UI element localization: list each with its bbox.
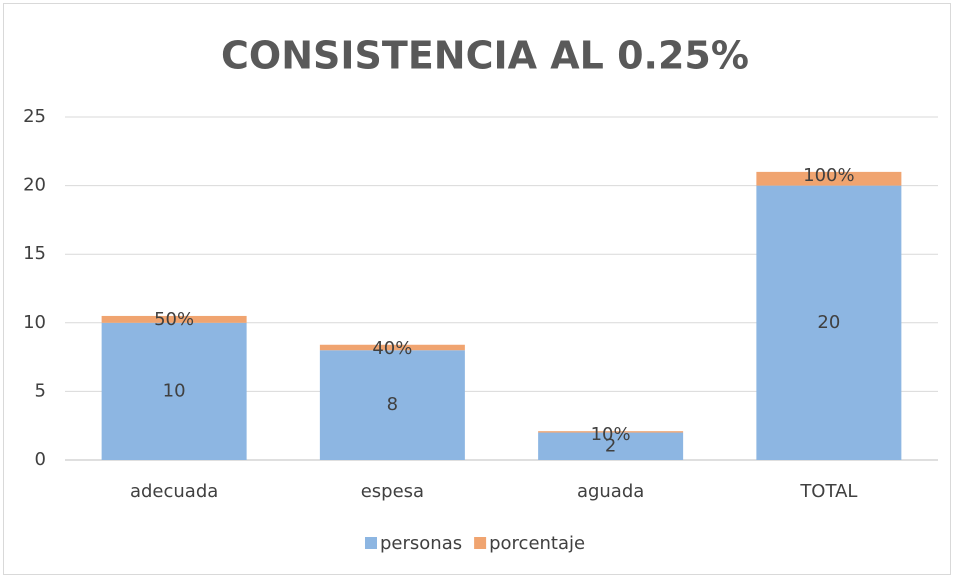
bar-segment (538, 431, 684, 433)
legend-swatch (365, 537, 377, 549)
legend-swatch (474, 537, 487, 549)
data-label: 50% (154, 309, 194, 330)
x-tick-label: TOTAL (799, 481, 857, 502)
data-label: 20 (817, 312, 840, 333)
x-tick-label: adecuada (130, 481, 218, 502)
x-tick-label: espesa (361, 481, 424, 502)
data-label: 100% (803, 165, 854, 186)
y-tick-label: 15 (23, 243, 46, 264)
bar-segment (101, 322, 247, 460)
y-tick-label: 20 (23, 175, 46, 196)
bar-segment (538, 432, 684, 460)
data-label: 2 (605, 435, 616, 456)
data-label: 8 (387, 394, 398, 415)
bar-segment (756, 171, 902, 186)
bar-segment (319, 350, 465, 460)
y-tick-label: 10 (23, 312, 46, 333)
data-label: 10% (591, 424, 631, 445)
y-tick-label: 5 (35, 380, 46, 401)
y-tick-label: 25 (23, 106, 46, 127)
x-tick-label: aguada (577, 481, 644, 502)
y-tick-label: 0 (35, 449, 46, 470)
legend-label: porcentaje (489, 533, 585, 554)
data-label: 40% (372, 338, 412, 359)
bar-segment (319, 344, 465, 351)
bar-segment (101, 315, 247, 323)
data-label: 10 (163, 380, 186, 401)
legend-label: personas (380, 533, 462, 554)
chart-title: CONSISTENCIA AL 0.25% (221, 34, 749, 78)
bar-segment (756, 185, 902, 460)
